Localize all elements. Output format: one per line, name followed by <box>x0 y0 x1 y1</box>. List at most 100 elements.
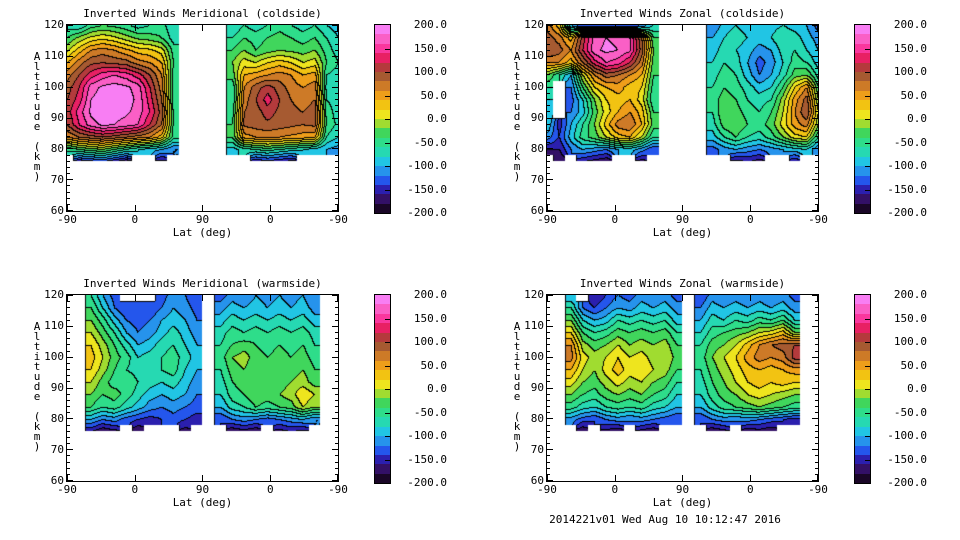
y-axis-tick-mark <box>547 74 550 75</box>
y-axis-tick-mark <box>335 425 338 426</box>
y-axis-tick-mark <box>812 25 818 26</box>
y-axis-tick-mark <box>547 204 550 205</box>
y-axis-tick-mark <box>67 418 73 419</box>
y-axis-tick-mark <box>547 62 550 63</box>
colorbar <box>374 24 391 214</box>
y-tick-label: 80 <box>530 412 544 425</box>
y-axis-tick-mark <box>335 474 338 475</box>
y-axis-tick-mark <box>332 118 338 119</box>
y-axis-tick-mark <box>67 332 70 333</box>
colorbar-band <box>375 109 390 120</box>
colorbar-band <box>375 100 390 110</box>
y-axis-label-char: t <box>513 70 521 83</box>
x-axis-tick-mark <box>67 475 68 481</box>
colorbar-band <box>375 454 390 465</box>
colorbar-tick-label: 100.0 <box>413 335 447 348</box>
colorbar-band <box>375 407 390 418</box>
y-axis-label-char: d <box>33 380 41 393</box>
y-axis-tick-mark <box>547 437 550 438</box>
colorbar-band <box>375 128 390 138</box>
y-axis-tick-mark <box>815 431 818 432</box>
x-axis-tick-mark <box>135 295 136 301</box>
colorbar-band <box>855 360 870 371</box>
y-axis-tick-mark <box>815 406 818 407</box>
y-axis-tick-mark <box>547 124 550 125</box>
colorbar-band <box>375 72 390 82</box>
y-axis-tick-mark <box>335 437 338 438</box>
y-axis-tick-mark <box>547 185 550 186</box>
colorbar-tick-label: -200.0 <box>887 476 927 489</box>
colorbar-band <box>855 332 870 343</box>
y-axis-tick-mark <box>67 210 73 211</box>
y-axis-tick-mark <box>547 468 550 469</box>
y-axis-tick-mark <box>815 167 818 168</box>
y-tick-label: 120 <box>44 288 64 301</box>
y-axis-tick-mark <box>815 192 818 193</box>
colorbar-tick-mark <box>865 49 870 50</box>
y-axis-label-char: ( <box>513 410 521 423</box>
y-axis-tick-mark <box>815 130 818 131</box>
x-axis-tick-mark <box>270 295 271 301</box>
y-axis-label-char: i <box>513 80 521 93</box>
plot-area <box>66 294 339 482</box>
x-axis-tick-mark <box>817 475 818 481</box>
y-axis-label-char: e <box>33 390 41 403</box>
colorbar-band <box>375 323 390 333</box>
y-axis-label-char: i <box>33 350 41 363</box>
y-axis-tick-mark <box>67 204 70 205</box>
colorbar-tick-mark <box>865 319 870 320</box>
y-axis-tick-mark <box>547 480 553 481</box>
colorbar-band <box>855 109 870 120</box>
colorbar-tick-mark <box>865 96 870 97</box>
y-axis-tick-mark <box>335 204 338 205</box>
y-axis-tick-mark <box>67 111 70 112</box>
y-axis-tick-mark <box>547 68 550 69</box>
x-axis-label: Lat (deg) <box>172 496 233 509</box>
y-axis-tick-mark <box>335 155 338 156</box>
panel-title: Inverted Winds Zonal (coldside) <box>579 7 786 20</box>
y-axis-label-char: A <box>513 320 521 333</box>
y-axis-tick-mark <box>815 93 818 94</box>
y-axis-tick-mark <box>332 480 338 481</box>
y-axis-tick-mark <box>67 118 73 119</box>
y-axis-label-char: A <box>33 320 41 333</box>
y-axis-tick-mark <box>815 351 818 352</box>
y-axis-tick-mark <box>815 142 818 143</box>
contour-plot-canvas <box>547 25 818 211</box>
y-axis-tick-mark <box>335 468 338 469</box>
y-axis-tick-mark <box>547 369 550 370</box>
y-axis-tick-mark <box>547 375 550 376</box>
y-axis-tick-mark <box>815 173 818 174</box>
y-axis-tick-mark <box>547 295 553 296</box>
colorbar-band <box>855 417 870 427</box>
x-tick-label: 90 <box>675 213 690 226</box>
x-axis-tick-mark <box>547 25 548 31</box>
y-axis-tick-mark <box>67 179 73 180</box>
x-axis-tick-mark <box>202 205 203 211</box>
y-axis-tick-mark <box>67 130 70 131</box>
y-axis-label-char: ) <box>513 170 521 183</box>
y-axis-tick-mark <box>67 381 70 382</box>
y-tick-label: 90 <box>530 381 544 394</box>
x-axis-tick-mark <box>202 295 203 301</box>
y-axis-tick-mark <box>67 105 70 106</box>
y-axis-tick-mark <box>815 455 818 456</box>
y-axis-label-char: t <box>33 340 41 353</box>
y-axis-tick-mark <box>547 44 550 45</box>
y-axis-tick-mark <box>335 198 338 199</box>
colorbar-band <box>855 184 870 195</box>
y-axis-tick-mark <box>815 198 818 199</box>
x-axis-tick-mark <box>615 205 616 211</box>
y-axis-tick-mark <box>815 74 818 75</box>
x-axis-tick-mark <box>337 295 338 301</box>
y-axis-label-char: t <box>513 340 521 353</box>
y-axis-tick-mark <box>67 431 70 432</box>
colorbar-band <box>375 304 390 314</box>
x-tick-label: -90 <box>537 483 557 496</box>
x-tick-label: -90 <box>808 213 828 226</box>
y-tick-label: 70 <box>50 173 64 186</box>
y-axis-tick-mark <box>335 124 338 125</box>
y-axis-tick-mark <box>335 136 338 137</box>
y-axis-tick-mark <box>547 474 550 475</box>
y-axis-tick-mark <box>67 124 70 125</box>
